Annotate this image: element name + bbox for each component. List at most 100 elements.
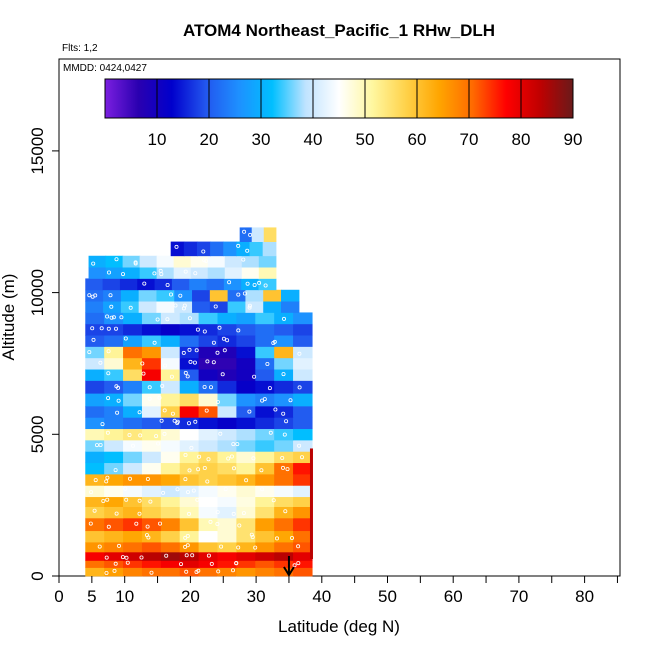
heat-cell xyxy=(85,312,105,325)
heat-cell xyxy=(236,517,256,532)
heat-cell xyxy=(255,357,275,370)
heat-cell xyxy=(236,473,256,486)
heat-cell xyxy=(274,439,294,452)
sample-point xyxy=(114,384,119,389)
heat-cell xyxy=(223,278,242,291)
sample-point xyxy=(231,511,236,516)
sample-point xyxy=(125,560,130,565)
heat-cell xyxy=(255,567,275,577)
sample-point xyxy=(108,293,113,298)
heat-cell xyxy=(104,541,124,553)
sample-point xyxy=(205,359,210,364)
heat-cell xyxy=(85,357,105,370)
sample-point xyxy=(220,372,225,377)
heat-cell xyxy=(173,267,192,279)
heat-cell xyxy=(141,428,162,441)
sample-point xyxy=(115,410,120,415)
sample-point xyxy=(292,563,297,568)
heat-cell xyxy=(293,380,313,394)
sample-point xyxy=(283,509,288,514)
heat-cell xyxy=(141,405,162,418)
sample-point xyxy=(197,454,202,459)
heat-cell xyxy=(263,227,277,242)
sample-point xyxy=(215,350,220,355)
heat-cell xyxy=(179,560,200,568)
sample-point xyxy=(215,399,220,404)
sample-point xyxy=(89,490,94,495)
heat-cell xyxy=(241,255,260,268)
heat-cell xyxy=(198,439,219,452)
heat-cell xyxy=(156,255,175,268)
heat-cell xyxy=(123,462,143,475)
sample-point xyxy=(231,466,236,471)
heat-cell xyxy=(183,241,198,257)
heat-cell xyxy=(293,417,313,430)
heat-cell xyxy=(274,393,294,407)
sample-point xyxy=(281,372,286,377)
heat-cell xyxy=(209,301,229,313)
sample-point xyxy=(274,536,279,541)
sample-point xyxy=(186,511,191,516)
heat-cell xyxy=(274,335,294,347)
sample-point xyxy=(134,521,139,526)
heat-cell xyxy=(293,451,313,464)
heat-cell xyxy=(85,439,105,452)
sample-point xyxy=(172,418,177,423)
heat-cell xyxy=(85,428,105,441)
heat-cell xyxy=(293,567,313,577)
sample-point xyxy=(187,468,192,473)
heat-cell xyxy=(255,473,275,486)
heat-cell xyxy=(85,530,105,543)
sample-point xyxy=(121,272,126,277)
heat-cell xyxy=(258,267,277,279)
heat-cell xyxy=(179,346,200,359)
heat-cell xyxy=(293,323,313,336)
heat-cell xyxy=(236,380,256,394)
heat-cell xyxy=(190,267,209,279)
sample-point xyxy=(285,467,290,472)
heat-cell xyxy=(102,278,121,291)
heat-cell xyxy=(192,301,211,313)
heat-cell xyxy=(236,357,256,370)
heat-cell xyxy=(141,567,162,577)
sample-point xyxy=(168,292,173,297)
sample-point xyxy=(99,326,104,331)
sample-point xyxy=(236,292,241,297)
heat-cell xyxy=(141,551,162,561)
colorbar: 10 20 30 40 50 60 70 80 90 xyxy=(104,78,582,149)
heat-cell xyxy=(245,289,264,302)
heat-cell xyxy=(274,380,294,394)
sample-point xyxy=(265,361,270,366)
heat-cell xyxy=(274,530,294,543)
heat-cell xyxy=(255,369,275,381)
heat-cell xyxy=(160,496,181,507)
sample-point xyxy=(223,487,228,492)
heat-cell xyxy=(236,462,256,475)
sample-point xyxy=(204,408,209,413)
heat-cell xyxy=(179,393,200,407)
sample-point xyxy=(271,498,276,503)
sample-point xyxy=(156,441,161,446)
heat-cell xyxy=(119,278,138,291)
heat-cell xyxy=(123,323,143,336)
heat-cell xyxy=(123,517,143,532)
heat-cell xyxy=(293,530,313,543)
sample-point xyxy=(183,544,188,549)
heat-cell xyxy=(198,312,219,325)
sample-point xyxy=(202,384,207,389)
heat-cell xyxy=(85,417,105,430)
heat-cell xyxy=(123,506,143,519)
x-tick-label: 10 xyxy=(115,587,134,606)
sample-point xyxy=(127,432,132,437)
heat-cell xyxy=(190,255,209,268)
heat-cell xyxy=(223,241,237,257)
sample-point xyxy=(230,568,235,573)
sample-point xyxy=(273,407,278,412)
heat-cell xyxy=(255,405,275,418)
sample-point xyxy=(105,497,110,502)
heat-cell xyxy=(160,417,181,430)
heat-cell xyxy=(85,496,105,507)
heat-cell xyxy=(85,405,105,418)
sample-point xyxy=(174,244,179,249)
heat-cell xyxy=(85,462,105,475)
